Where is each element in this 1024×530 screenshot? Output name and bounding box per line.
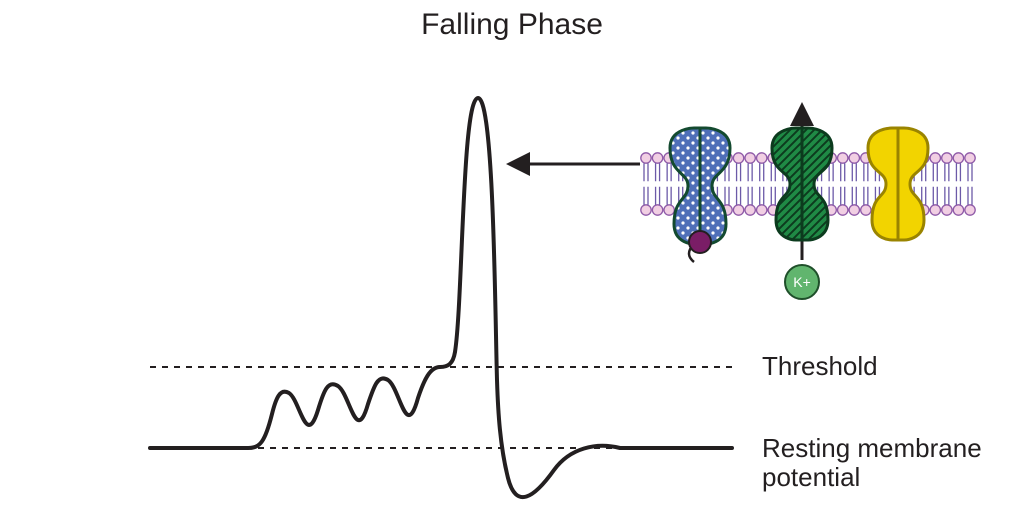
potassium-channel-open xyxy=(772,128,832,240)
resting-label-line: Resting membrane xyxy=(762,433,982,463)
threshold-label: Threshold xyxy=(762,352,878,381)
closed-channel xyxy=(868,128,928,240)
potassium-ion: K+ xyxy=(785,265,819,299)
resting-label-line: potential xyxy=(762,462,860,492)
potassium-ion-label: K+ xyxy=(793,274,811,290)
ion-channels xyxy=(670,128,928,262)
threshold-label-text: Threshold xyxy=(762,351,878,381)
resting-label: Resting membranepotential xyxy=(762,434,982,492)
inactivation-ball xyxy=(689,231,711,253)
page-title: Falling Phase xyxy=(0,8,1024,42)
